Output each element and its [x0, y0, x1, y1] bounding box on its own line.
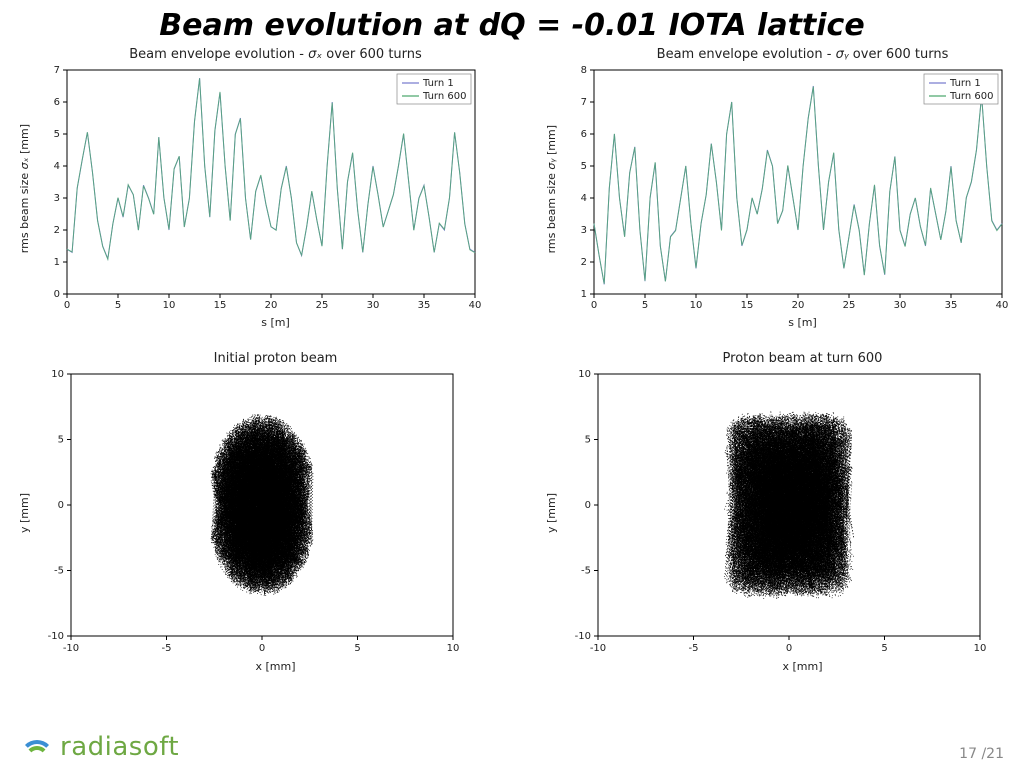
svg-text:10: 10 [51, 369, 64, 380]
svg-text:5: 5 [581, 161, 587, 172]
svg-text:7: 7 [581, 97, 587, 108]
svg-text:7: 7 [54, 65, 60, 76]
svg-text:-10: -10 [575, 631, 591, 642]
panel-initial-beam: Initial proton beam y [mm] -10-50510-10-… [16, 351, 535, 691]
svg-text:10: 10 [447, 643, 460, 654]
panel-sigma-y: Beam envelope evolution - σᵧ over 600 tu… [543, 47, 1024, 347]
svg-text:Turn 1: Turn 1 [949, 78, 981, 89]
chart-grid: Beam envelope evolution - σₓ over 600 tu… [0, 43, 1024, 691]
svg-text:20: 20 [792, 300, 805, 311]
svg-text:-5: -5 [162, 643, 172, 654]
ylabel-tl: rms beam size σₓ [mm] [16, 124, 33, 253]
chart-title-bl: Initial proton beam [16, 351, 535, 366]
svg-text:10: 10 [974, 643, 987, 654]
svg-text:6: 6 [54, 97, 60, 108]
logo-text: radiasoft [60, 732, 179, 762]
svg-text:-10: -10 [48, 631, 64, 642]
svg-text:-5: -5 [54, 566, 64, 577]
svg-text:0: 0 [64, 300, 70, 311]
svg-text:6: 6 [581, 129, 587, 140]
svg-text:5: 5 [881, 643, 887, 654]
svg-text:10: 10 [578, 369, 591, 380]
chart-title-br: Proton beam at turn 600 [543, 351, 1024, 366]
xlabel-tr: s [m] [543, 316, 1024, 329]
svg-text:30: 30 [367, 300, 380, 311]
xlabel-bl: x [mm] [16, 660, 535, 673]
svg-text:30: 30 [894, 300, 907, 311]
svg-text:-10: -10 [63, 643, 79, 654]
svg-text:4: 4 [54, 161, 60, 172]
svg-text:0: 0 [54, 289, 60, 300]
ylabel-bl: y [mm] [16, 493, 33, 533]
svg-text:35: 35 [418, 300, 431, 311]
svg-text:5: 5 [642, 300, 648, 311]
chart-title-tr: Beam envelope evolution - σᵧ over 600 tu… [543, 47, 1024, 62]
svg-text:35: 35 [945, 300, 958, 311]
svg-text:15: 15 [214, 300, 227, 311]
svg-text:1: 1 [54, 257, 60, 268]
svg-text:5: 5 [585, 435, 591, 446]
xlabel-br: x [mm] [543, 660, 1024, 673]
svg-text:5: 5 [54, 129, 60, 140]
scatter-beam-600: -10 -5 0 5 10 -10 -5 0 5 10 [560, 368, 990, 658]
svg-text:15: 15 [741, 300, 754, 311]
svg-text:0: 0 [58, 500, 64, 511]
svg-text:8: 8 [581, 65, 587, 76]
svg-text:Turn 600: Turn 600 [949, 91, 993, 102]
panel-beam-600: Proton beam at turn 600 y [mm] -10 -5 0 5 10… [543, 351, 1024, 691]
svg-text:3: 3 [581, 225, 587, 236]
svg-text:Turn 600: Turn 600 [422, 91, 466, 102]
svg-text:40: 40 [996, 300, 1009, 311]
svg-text:5: 5 [58, 435, 64, 446]
page-number: 17 /21 [959, 746, 1004, 762]
chart-title-tl: Beam envelope evolution - σₓ over 600 tu… [16, 47, 535, 62]
svg-text:20: 20 [265, 300, 278, 311]
svg-text:25: 25 [843, 300, 856, 311]
svg-text:2: 2 [54, 225, 60, 236]
svg-text:2: 2 [581, 257, 587, 268]
logo-arc-icon [20, 736, 54, 758]
page-title: Beam evolution at dQ = -0.01 IOTA lattic… [0, 0, 1024, 43]
svg-text:4: 4 [581, 193, 587, 204]
svg-text:1: 1 [581, 289, 587, 300]
svg-text:-5: -5 [689, 643, 699, 654]
svg-text:0: 0 [585, 500, 591, 511]
svg-text:10: 10 [163, 300, 176, 311]
svg-text:5: 5 [115, 300, 121, 311]
svg-text:5: 5 [354, 643, 360, 654]
svg-text:Turn 1: Turn 1 [422, 78, 454, 89]
line-chart-sigma-y: 0 5 10 15 20 25 30 35 40 1 2 3 4 5 6 7 8 Turn 1 Turn 600 [560, 64, 1010, 314]
svg-text:0: 0 [786, 643, 792, 654]
svg-text:25: 25 [316, 300, 329, 311]
radiasoft-logo: radiasoft [20, 732, 179, 762]
scatter-initial-beam: -10 -5 0 5 10 -10 -5 0 5 10 [33, 368, 463, 658]
svg-text:10: 10 [690, 300, 703, 311]
ylabel-br: y [mm] [543, 493, 560, 533]
svg-text:-10: -10 [590, 643, 606, 654]
svg-text:0: 0 [259, 643, 265, 654]
panel-sigma-x: Beam envelope evolution - σₓ over 600 tu… [16, 47, 535, 347]
ylabel-tr: rms beam size σᵧ [mm] [543, 125, 560, 253]
svg-text:0: 0 [591, 300, 597, 311]
svg-text:40: 40 [469, 300, 482, 311]
footer: radiasoft 17 /21 [0, 732, 1024, 762]
xlabel-tl: s [m] [16, 316, 535, 329]
svg-text:-5: -5 [581, 566, 591, 577]
svg-text:3: 3 [54, 193, 60, 204]
line-chart-sigma-x: 0 5 10 15 20 25 30 35 40 0 1 2 3 4 5 6 7 Turn 1 Turn 600 [33, 64, 483, 314]
